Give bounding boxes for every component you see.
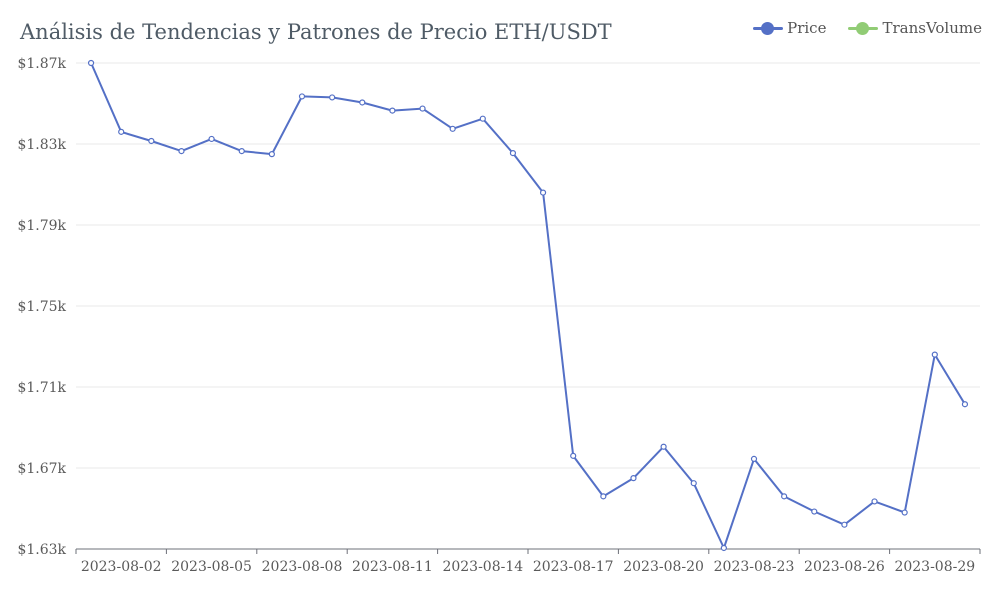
price-point[interactable] bbox=[961, 401, 969, 408]
series-price bbox=[87, 59, 969, 552]
y-tick-label: $1.87k bbox=[17, 56, 66, 72]
x-tick-label: 2023-08-17 bbox=[533, 559, 614, 575]
y-tick-label: $1.83k bbox=[17, 137, 66, 153]
price-line bbox=[90, 62, 966, 549]
legend-swatch-price bbox=[753, 21, 784, 35]
price-point[interactable] bbox=[660, 443, 667, 450]
grid-lines bbox=[76, 62, 980, 469]
price-point[interactable] bbox=[690, 480, 697, 487]
price-point[interactable] bbox=[781, 493, 788, 500]
y-tick-label: $1.63k bbox=[17, 542, 66, 558]
price-point[interactable] bbox=[389, 107, 396, 114]
price-point[interactable] bbox=[449, 125, 456, 132]
price-point[interactable] bbox=[901, 509, 908, 516]
price-point[interactable] bbox=[178, 147, 185, 155]
legend-label-transvolume: TransVolume bbox=[882, 19, 982, 37]
y-tick-label: $1.71k bbox=[17, 380, 66, 396]
price-point[interactable] bbox=[570, 452, 577, 459]
x-axis: 2023-08-02 2023-08-05 2023-08-08 2023-08-11… bbox=[75, 548, 981, 575]
price-point[interactable] bbox=[841, 521, 848, 528]
x-tick-label: 2023-08-11 bbox=[352, 559, 433, 575]
x-tick-label: 2023-08-14 bbox=[442, 559, 523, 575]
price-point[interactable] bbox=[238, 147, 245, 155]
x-tick-label: 2023-08-26 bbox=[804, 559, 885, 575]
price-point[interactable] bbox=[811, 508, 818, 515]
price-point[interactable] bbox=[118, 128, 125, 135]
x-tick-label: 2023-08-08 bbox=[262, 559, 343, 575]
x-tick-label: 2023-08-23 bbox=[714, 559, 795, 575]
legend-item-transvolume[interactable]: TransVolume bbox=[848, 19, 982, 37]
price-point[interactable] bbox=[931, 351, 938, 358]
y-tick-label: $1.79k bbox=[17, 218, 66, 234]
price-point[interactable] bbox=[148, 137, 155, 145]
chart-title: Análisis de Tendencias y Patrones de Pre… bbox=[20, 20, 612, 44]
price-point[interactable] bbox=[479, 115, 486, 122]
x-tick-label: 2023-08-05 bbox=[171, 559, 252, 575]
legend-swatch-transvolume bbox=[848, 21, 879, 35]
y-axis: $1.63k $1.67k $1.71k $1.75k $1.79k $1.83k $1.8… bbox=[17, 56, 66, 558]
y-tick-label: $1.75k bbox=[17, 299, 66, 315]
legend-label-price: Price bbox=[787, 19, 827, 37]
price-point[interactable] bbox=[298, 93, 306, 100]
price-point[interactable] bbox=[630, 475, 637, 482]
price-point[interactable] bbox=[750, 455, 758, 462]
price-point[interactable] bbox=[208, 135, 215, 143]
price-point[interactable] bbox=[539, 189, 547, 196]
x-tick-label: 2023-08-20 bbox=[623, 559, 704, 575]
x-tick-label: 2023-08-02 bbox=[81, 559, 162, 575]
price-point[interactable] bbox=[419, 105, 426, 112]
price-point[interactable] bbox=[87, 59, 95, 67]
price-point[interactable] bbox=[268, 151, 275, 158]
y-tick-label: $1.67k bbox=[17, 461, 66, 477]
price-point[interactable] bbox=[509, 150, 517, 157]
price-point[interactable] bbox=[329, 94, 336, 101]
price-point[interactable] bbox=[600, 493, 607, 500]
legend-item-price[interactable]: Price bbox=[753, 19, 826, 37]
legend: Price TransVolume bbox=[753, 19, 982, 37]
x-tick-label: 2023-08-29 bbox=[894, 559, 975, 575]
price-point[interactable] bbox=[720, 544, 727, 552]
price-point[interactable] bbox=[871, 498, 878, 505]
price-point[interactable] bbox=[359, 99, 366, 106]
